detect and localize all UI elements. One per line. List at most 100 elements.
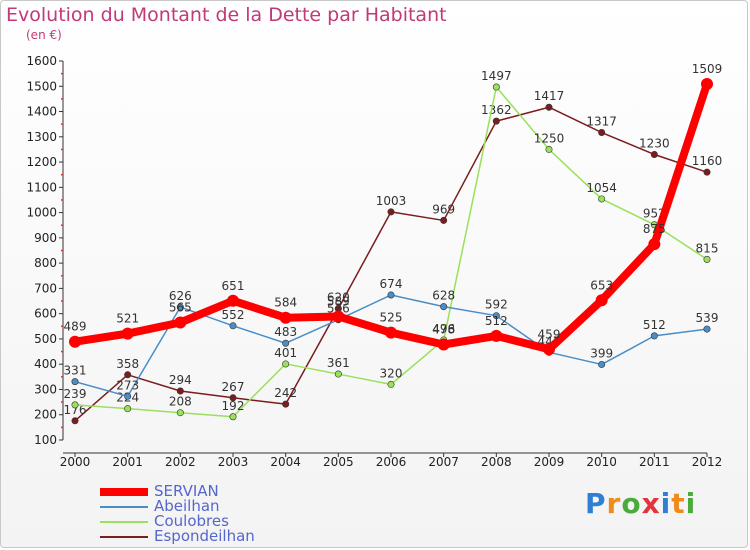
data-label: 525: [380, 311, 403, 325]
data-point: [598, 129, 606, 137]
data-label: 674: [380, 277, 403, 291]
data-point: [492, 117, 500, 125]
data-point: [703, 325, 711, 333]
data-label: 552: [222, 308, 245, 322]
data-point: [229, 322, 237, 330]
y-tick-label: 400: [34, 357, 57, 371]
data-point: [543, 343, 555, 356]
data-label: 399: [590, 346, 613, 360]
y-tick-label: 1600: [26, 54, 57, 68]
y-tick-label: 300: [34, 382, 57, 396]
x-tick-label: 2000: [60, 455, 91, 469]
data-point: [595, 294, 608, 307]
data-label: 361: [327, 356, 350, 370]
data-point: [176, 387, 184, 395]
data-label: 478: [432, 322, 455, 336]
data-label: 1509: [692, 62, 723, 76]
legend: SERVIAN Abeilhan Coulobres Espondeilhan: [100, 482, 320, 545]
data-point: [71, 417, 79, 425]
legend-item: Coulobres: [100, 512, 320, 530]
data-label: 496: [432, 322, 455, 336]
data-point: [385, 326, 397, 339]
y-tick-label: 700: [34, 281, 57, 295]
data-point: [387, 208, 395, 216]
legend-item: SERVIAN: [100, 482, 320, 500]
data-label: 1160: [692, 154, 723, 168]
data-label: 267: [222, 380, 245, 394]
x-tick-label: 2008: [481, 455, 512, 469]
data-point: [492, 83, 500, 91]
data-point: [650, 150, 658, 158]
legend-item: Abeilhan: [100, 497, 320, 515]
data-label: 273: [116, 378, 139, 392]
x-tick-label: 2003: [218, 455, 249, 469]
x-tick-label: 2009: [534, 455, 565, 469]
data-point: [227, 294, 239, 307]
data-label: 576: [327, 302, 350, 316]
data-point: [124, 371, 132, 379]
x-tick-label: 2002: [165, 455, 196, 469]
data-label: 208: [169, 395, 192, 409]
data-label: 875: [643, 222, 666, 236]
logo-letter: r: [606, 487, 622, 520]
data-point: [176, 303, 184, 311]
data-label: 294: [169, 373, 192, 387]
y-tick-label: 100: [34, 433, 57, 447]
data-label: 512: [485, 314, 508, 328]
data-point: [440, 303, 448, 311]
y-tick-label: 1400: [26, 105, 57, 119]
data-label: 1054: [586, 181, 617, 195]
data-label: 512: [643, 318, 666, 332]
logo-letter: x: [641, 487, 661, 520]
logo-letter: t: [671, 487, 686, 520]
data-point: [282, 360, 290, 368]
y-tick-label: 1200: [26, 155, 57, 169]
data-point: [545, 145, 553, 153]
data-point: [71, 401, 79, 409]
chart-title: Evolution du Montant de la Dette par Hab…: [6, 4, 447, 26]
y-tick-label: 600: [34, 307, 57, 321]
y-tick-label: 200: [34, 408, 57, 422]
data-point: [124, 405, 132, 413]
chart-subtitle: (en €): [26, 28, 62, 42]
legend-label: Espondeilhan: [154, 527, 255, 545]
data-point: [703, 168, 711, 176]
x-tick-label: 2007: [428, 455, 459, 469]
data-label: 815: [696, 241, 719, 255]
data-point: [124, 392, 132, 400]
data-point: [229, 394, 237, 402]
data-label: 1497: [481, 69, 512, 83]
legend-label: Abeilhan: [154, 497, 220, 515]
y-tick-label: 1000: [26, 206, 57, 220]
data-point: [598, 360, 606, 368]
data-point: [492, 312, 500, 320]
y-tick-label: 500: [34, 332, 57, 346]
data-point: [387, 291, 395, 299]
data-label: 539: [696, 311, 719, 325]
legend-item: Espondeilhan: [100, 527, 320, 545]
data-point: [440, 216, 448, 224]
legend-swatch: [100, 488, 148, 496]
data-point: [598, 195, 606, 203]
data-point: [545, 103, 553, 111]
logo-letter: o: [621, 487, 642, 520]
x-tick-label: 2005: [323, 455, 354, 469]
data-point: [648, 238, 661, 251]
x-tick-label: 2012: [692, 455, 723, 469]
legend-label: SERVIAN: [154, 482, 219, 500]
data-label: 242: [274, 386, 297, 400]
legend-swatch: [100, 506, 148, 508]
data-label: 1003: [376, 194, 407, 208]
data-label: 459: [538, 327, 561, 341]
data-label: 521: [116, 312, 139, 326]
y-tick-label: 1100: [26, 180, 57, 194]
data-label: 628: [432, 289, 455, 303]
y-tick-label: 1300: [26, 130, 57, 144]
data-point: [334, 370, 342, 378]
data-point: [279, 311, 292, 324]
data-point: [703, 255, 711, 263]
data-label: 358: [116, 357, 139, 371]
logo-letter: i: [685, 487, 697, 520]
y-tick-label: 1500: [26, 79, 57, 93]
data-label: 1250: [534, 131, 565, 145]
